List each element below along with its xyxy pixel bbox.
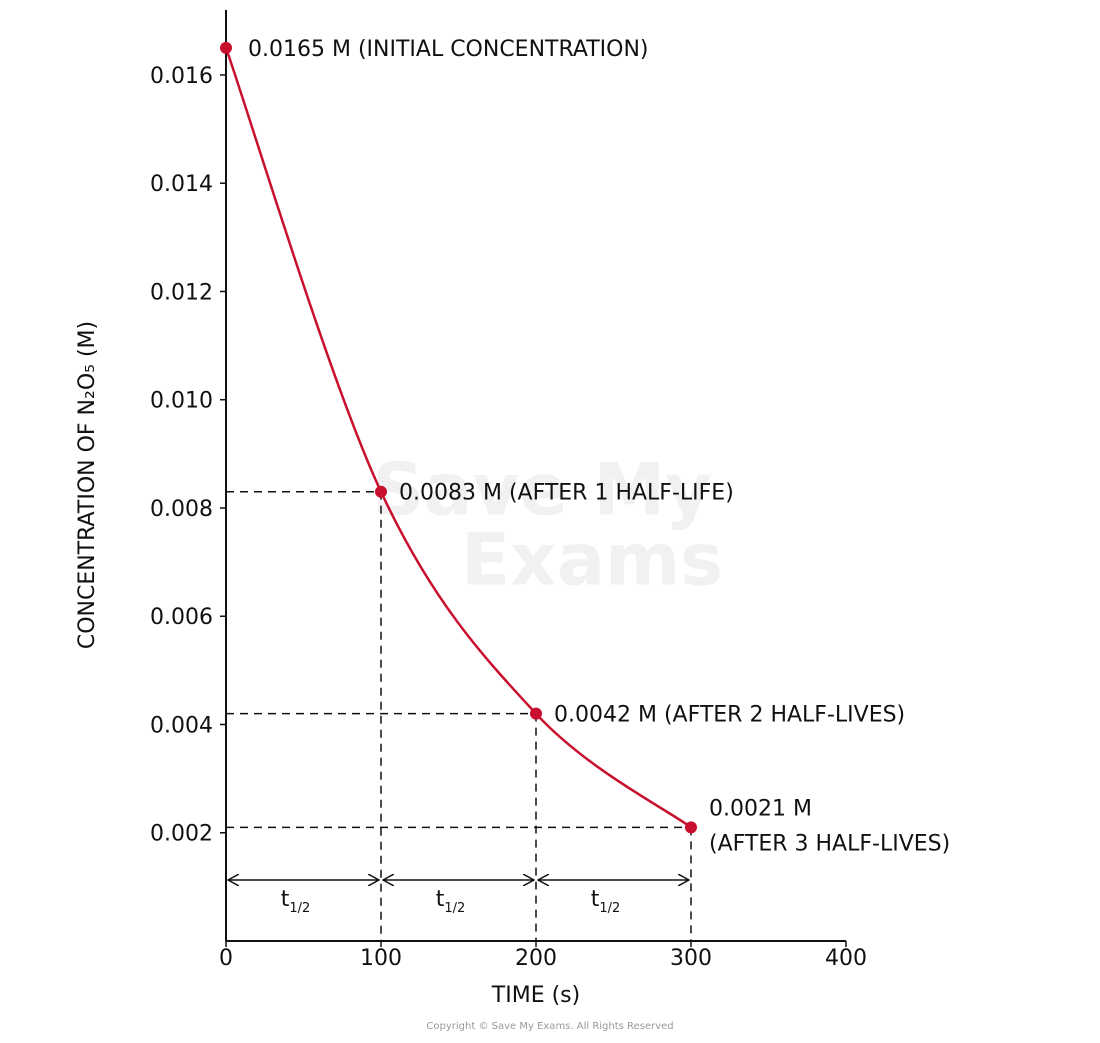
watermark: Exams <box>461 518 723 602</box>
y-tick-label: 0.016 <box>150 64 213 89</box>
x-tick-label: 300 <box>670 946 712 971</box>
x-tick-label: 200 <box>515 946 557 971</box>
y-tick-label: 0.006 <box>150 605 213 630</box>
x-tick-label: 0 <box>219 946 233 971</box>
y-tick-label: 0.014 <box>150 172 213 197</box>
point-label: 0.0165 M (INITIAL CONCENTRATION) <box>248 37 649 62</box>
x-tick-label: 100 <box>360 946 402 971</box>
point-label: 0.0021 M <box>709 796 812 821</box>
data-point <box>375 485 387 498</box>
x-axis-label: TIME (s) <box>491 983 580 1008</box>
point-label: 0.0042 M (AFTER 2 HALF-LIVES) <box>554 703 905 728</box>
point-label: (AFTER 3 HALF-LIVES) <box>709 831 950 856</box>
y-tick-label: 0.012 <box>150 280 213 305</box>
half-life-symbol: t <box>436 887 445 912</box>
point-label: 0.0083 M (AFTER 1 HALF-LIFE) <box>399 481 734 506</box>
y-tick-label: 0.008 <box>150 497 213 522</box>
y-tick-label: 0.002 <box>150 822 213 847</box>
y-tick-label: 0.004 <box>150 713 213 738</box>
half-life-label: t1/2 <box>591 887 621 916</box>
data-point <box>685 821 697 834</box>
data-point <box>530 707 542 720</box>
y-axis-label: CONCENTRATION OF N₂O₅ (M) <box>75 321 100 649</box>
half-life-label: t1/2 <box>281 887 311 916</box>
x-tick-label: 400 <box>825 946 867 971</box>
y-tick-label: 0.010 <box>150 389 213 414</box>
half-life-subscript: 1/2 <box>599 901 620 916</box>
half-life-label: t1/2 <box>436 887 466 916</box>
half-life-subscript: 1/2 <box>289 901 310 916</box>
copyright: Copyright © Save My Exams. All Rights Re… <box>426 1021 673 1032</box>
half-life-symbol: t <box>591 887 600 912</box>
watermark: Save My <box>372 448 712 532</box>
half-life-subscript: 1/2 <box>444 901 465 916</box>
data-point <box>220 41 232 54</box>
half-life-symbol: t <box>281 887 290 912</box>
curve <box>224 47 692 829</box>
